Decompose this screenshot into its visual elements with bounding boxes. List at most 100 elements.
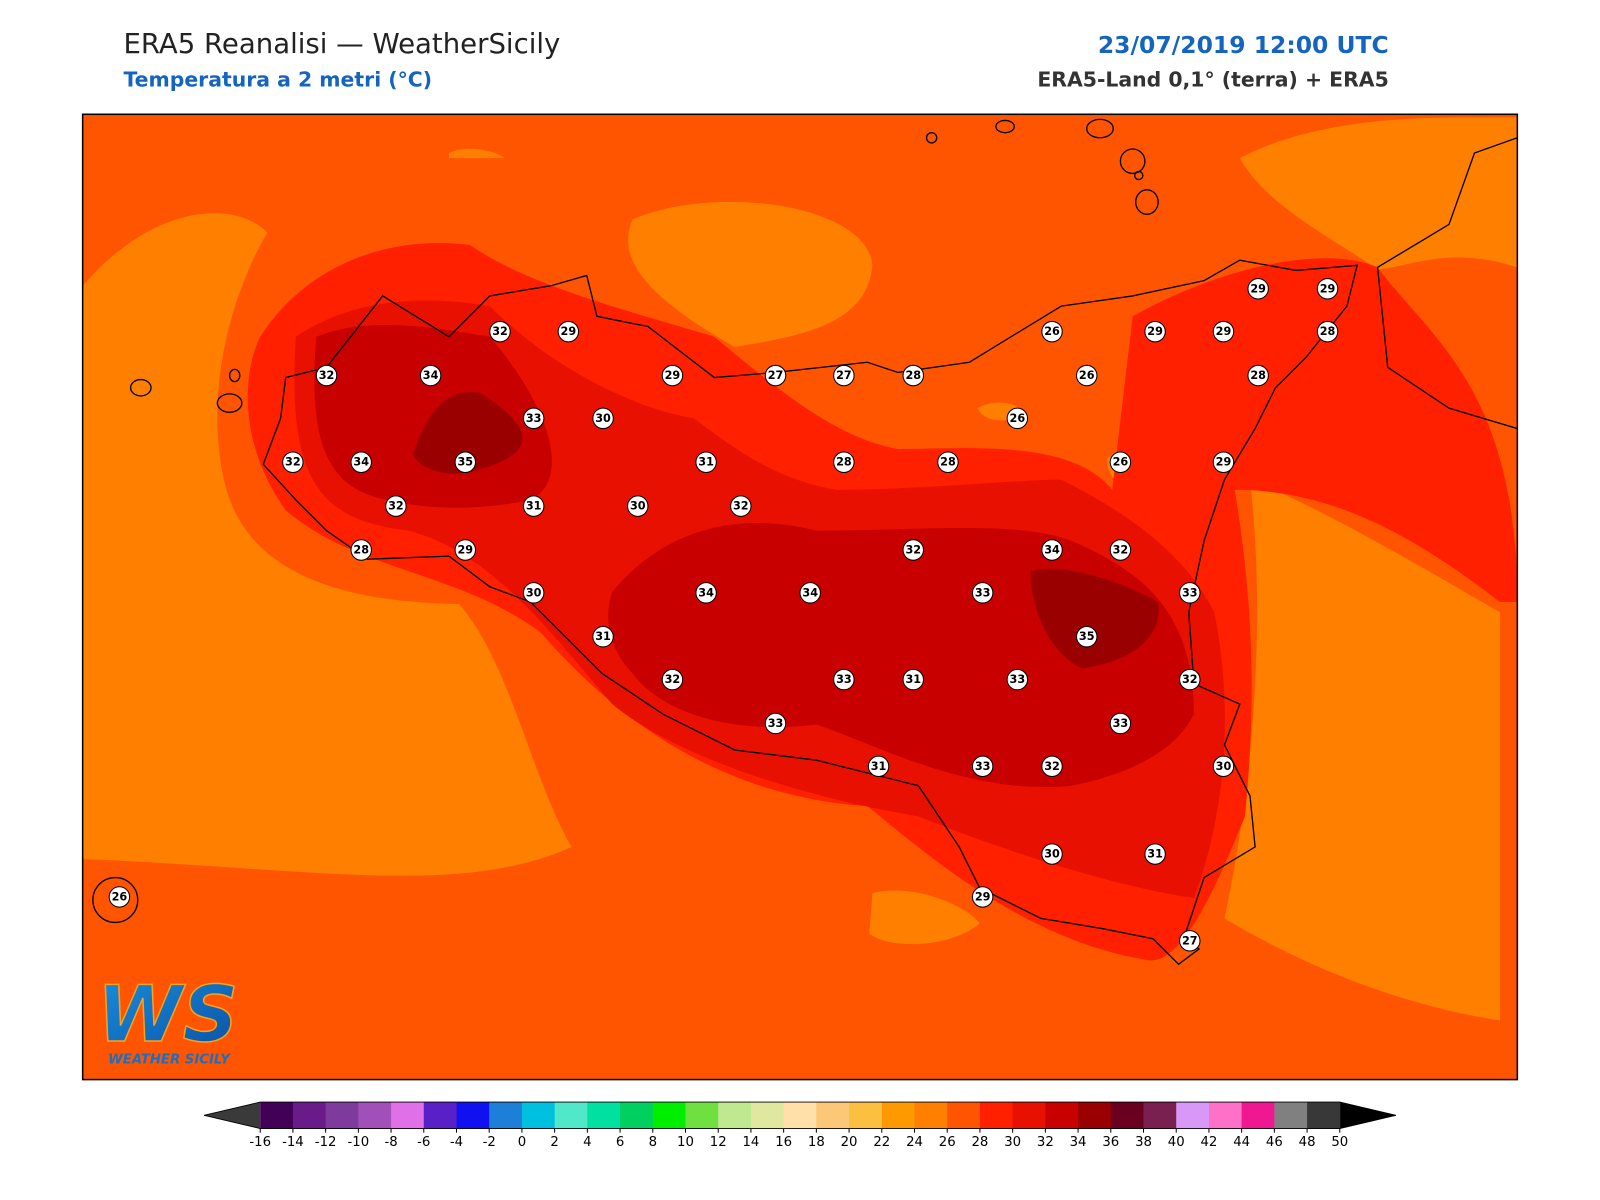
station-marker	[1247, 364, 1269, 387]
station-marker	[661, 668, 684, 691]
station-marker	[902, 668, 924, 691]
colorbar-tick-label: 16	[775, 1135, 792, 1150]
colorbar-swatch	[260, 1102, 294, 1129]
station: 30	[592, 407, 614, 430]
station: 32	[661, 668, 684, 691]
colorbar-swatch	[391, 1102, 425, 1129]
station-value: 32	[319, 369, 335, 382]
station: 30	[1212, 755, 1235, 778]
station-marker	[489, 320, 511, 343]
colorbar-swatch	[750, 1102, 785, 1129]
station-marker	[1041, 320, 1063, 343]
station: 26	[108, 886, 131, 908]
station-value: 30	[595, 412, 611, 425]
station-marker	[902, 539, 924, 561]
station-marker	[627, 495, 649, 517]
station: 33	[833, 668, 855, 691]
colorbar-tick-label: 44	[1233, 1135, 1250, 1150]
station-marker	[764, 712, 787, 735]
colorbar-swatch	[1176, 1102, 1210, 1129]
station: 29	[1212, 451, 1235, 473]
station-value: 30	[630, 500, 646, 513]
station-marker	[1041, 755, 1063, 778]
station: 32	[1109, 539, 1132, 561]
station: 31	[1144, 843, 1166, 865]
station-value: 28	[1250, 369, 1266, 382]
station: 32	[385, 495, 407, 517]
station: 28	[350, 539, 372, 561]
colorbar-tick-label: 40	[1168, 1135, 1185, 1150]
station-marker	[1179, 668, 1201, 691]
station-value: 34	[353, 456, 369, 469]
colorbar-swatch	[849, 1102, 883, 1129]
station-marker	[1109, 451, 1132, 473]
station-marker	[522, 582, 545, 604]
station: 35	[454, 451, 477, 473]
station-marker	[971, 886, 994, 908]
colorbar-swatch	[881, 1102, 916, 1129]
colorbar-tick-label: 32	[1037, 1135, 1054, 1150]
station-marker	[350, 539, 372, 561]
station-value: 33	[1010, 673, 1026, 686]
station-marker	[867, 755, 890, 778]
station-marker	[1316, 320, 1339, 343]
station-value: 32	[1113, 544, 1129, 557]
colorbar-tick-label: 14	[742, 1135, 759, 1150]
colorbar-tick-label: 48	[1299, 1135, 1316, 1150]
station-value: 30	[1216, 760, 1232, 773]
colorbar-swatch	[1012, 1102, 1046, 1129]
station-marker	[833, 451, 855, 473]
subtitle: Temperatura a 2 metri (°C)	[123, 68, 432, 92]
station: 29	[1144, 320, 1166, 343]
source: ERA5-Land 0,1° (terra) + ERA5	[1037, 68, 1388, 92]
station-value: 28	[353, 544, 369, 557]
station: 27	[833, 364, 855, 387]
colorbar: -16 -14 -12 -10 -8 -6 -4 -2 0 2 4 6 8 10 12 14 16 18 20 22 2…	[203, 1101, 1397, 1150]
colorbar-swatch	[1208, 1102, 1243, 1129]
station: 31	[522, 495, 545, 517]
station-marker	[1041, 539, 1063, 561]
station-marker	[1109, 539, 1132, 561]
station-marker	[799, 582, 821, 604]
station-marker	[1144, 320, 1166, 343]
colorbar-tick-label: 42	[1200, 1135, 1217, 1150]
station: 26	[1006, 407, 1029, 430]
coastline	[92, 118, 1518, 966]
station-marker	[1006, 407, 1029, 430]
station-value: 32	[733, 500, 749, 513]
station-value: 26	[1079, 369, 1095, 382]
station-marker	[592, 407, 614, 430]
colorbar-tick-label: 26	[939, 1135, 956, 1150]
colorbar-swatch	[1045, 1102, 1079, 1129]
station-value: 28	[836, 456, 852, 469]
station: 29	[661, 364, 684, 387]
colorbar-tick-label: 18	[808, 1135, 825, 1150]
station: 29	[454, 539, 477, 561]
colorbar-over	[1339, 1102, 1396, 1129]
station: 32	[1041, 755, 1063, 778]
station-value: 31	[698, 456, 714, 469]
colorbar-tick-label: 6	[616, 1135, 624, 1150]
station-value: 34	[1044, 544, 1060, 557]
colorbar-swatch	[1307, 1102, 1341, 1129]
logo-mark: WS	[97, 970, 238, 1060]
station-value: 29	[1216, 325, 1232, 338]
colorbar-tick-label: -2	[483, 1135, 496, 1150]
colorbar-tick-label: -4	[450, 1135, 463, 1150]
station-marker	[764, 364, 787, 387]
station-value: 33	[768, 717, 784, 730]
station-value: 31	[871, 760, 887, 773]
station-value: 29	[1147, 325, 1163, 338]
station-value: 33	[975, 586, 991, 599]
colorbar-swatch	[325, 1102, 359, 1129]
station-value: 32	[492, 325, 508, 338]
colorbar-swatch	[652, 1102, 687, 1129]
colorbar-tick-label: 22	[873, 1135, 890, 1150]
station: 32	[902, 539, 924, 561]
colorbar-swatch	[423, 1102, 458, 1129]
station-value: 31	[1147, 848, 1163, 861]
station-value: 28	[1320, 325, 1336, 338]
station-value: 32	[905, 544, 921, 557]
station-marker	[454, 539, 477, 561]
field-34-36	[413, 392, 1159, 669]
